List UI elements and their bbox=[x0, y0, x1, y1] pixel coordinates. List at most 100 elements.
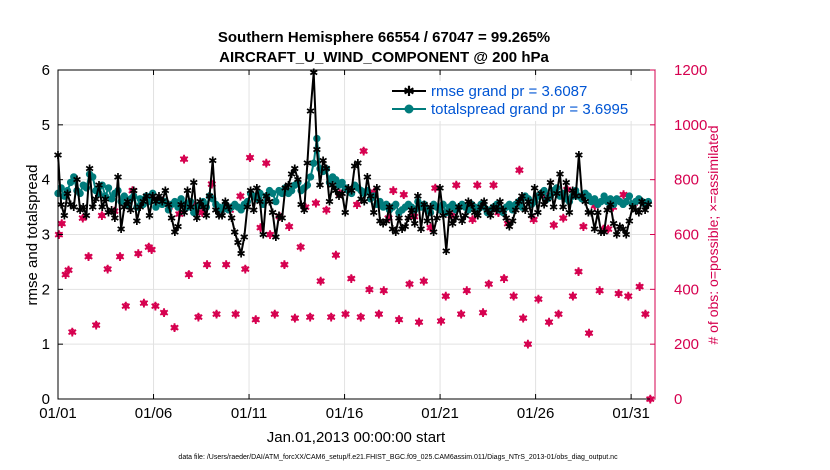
obs-possible-point bbox=[366, 286, 373, 293]
totalspread-point bbox=[392, 200, 400, 209]
rmse-point: ✱ bbox=[584, 208, 593, 220]
obs-assimilated-point: ✱ bbox=[595, 284, 605, 298]
obs-assimilated-point: ✱ bbox=[67, 325, 77, 339]
obs-possible-point bbox=[479, 309, 487, 316]
obs-possible-point bbox=[148, 246, 155, 253]
rmse-point: ✱ bbox=[309, 68, 318, 80]
obs-assimilated-point: ✱ bbox=[430, 181, 440, 195]
obs-assimilated-point: ✱ bbox=[197, 206, 207, 220]
obs-assimilated-point: ✱ bbox=[359, 144, 369, 158]
obs-possible-point bbox=[555, 310, 562, 318]
rmse-point: ✱ bbox=[457, 216, 466, 228]
obs-assimilated-point: ✱ bbox=[179, 153, 189, 167]
obs-possible-point bbox=[323, 206, 330, 213]
rmse-point: ✱ bbox=[265, 197, 274, 209]
obs-possible-point bbox=[85, 253, 92, 260]
obs-possible-point bbox=[266, 231, 274, 238]
obs-possible-point bbox=[520, 315, 527, 322]
rmse-point: ✱ bbox=[451, 213, 460, 225]
obs-possible-point bbox=[271, 310, 278, 318]
rmse-point: ✱ bbox=[158, 197, 167, 209]
obs-assimilated-point: ✱ bbox=[509, 290, 519, 304]
obs-possible-point bbox=[605, 225, 612, 233]
rmse-point: ✱ bbox=[129, 186, 138, 198]
rmse-point: ✱ bbox=[555, 169, 564, 181]
obs-assimilated-point: ✱ bbox=[61, 268, 71, 282]
obs-possible-point bbox=[281, 261, 288, 268]
x-axis-ticks: 01/01 01/06 01/11 01/16 01/21 01/26 01/31 bbox=[39, 70, 650, 422]
totalspread-point bbox=[70, 173, 78, 181]
y-right-tick-label: 1200 bbox=[674, 62, 707, 79]
rmse-point: ✱ bbox=[300, 205, 309, 217]
rmse-point: ✱ bbox=[126, 205, 135, 217]
rmse-point: ✱ bbox=[574, 150, 583, 162]
obs-assimilated-point: ✱ bbox=[279, 258, 289, 272]
obs-assimilated-point: ✱ bbox=[425, 221, 435, 235]
rmse-point: ✱ bbox=[363, 172, 372, 184]
rmse-point: ✱ bbox=[214, 210, 223, 222]
rmse-point: ✱ bbox=[366, 191, 375, 203]
totalspread-point bbox=[590, 195, 599, 203]
obs-assimilated-point: ✱ bbox=[305, 310, 315, 324]
obs-possible-point bbox=[575, 268, 582, 275]
rmse-point: ✱ bbox=[404, 213, 413, 225]
totalspread-point bbox=[625, 192, 634, 200]
chart-title: Southern Hemisphere 66554 / 67047 = 99.2… bbox=[218, 29, 550, 46]
obs-possible-point bbox=[415, 319, 423, 326]
obs-possible-point bbox=[625, 293, 632, 300]
obs-assimilated-point: ✱ bbox=[127, 184, 137, 198]
y-axis-left-label: rmse and totalspread bbox=[24, 165, 41, 306]
obs-possible-point bbox=[152, 302, 159, 309]
rmse-point: ✱ bbox=[287, 169, 296, 181]
rmse-point: ✱ bbox=[356, 194, 365, 206]
rmse-point: ✱ bbox=[641, 205, 650, 217]
rmse-point: ✱ bbox=[113, 172, 122, 184]
obs-possible-point bbox=[65, 267, 72, 274]
obs-possible-point bbox=[375, 310, 383, 318]
obs-possible-point bbox=[342, 310, 349, 318]
rmse-point: ✱ bbox=[615, 221, 624, 233]
obs-possible-point bbox=[510, 293, 517, 300]
rmse-point: ✱ bbox=[57, 199, 66, 211]
obs-possible-point bbox=[360, 147, 367, 154]
x-axis-label: Jan.01,2013 00:00:00 start bbox=[267, 429, 446, 446]
totalspread-point bbox=[177, 195, 185, 203]
obs-possible-point bbox=[291, 315, 298, 322]
obs-assimilated-point: ✱ bbox=[290, 312, 300, 326]
rmse-point: ✱ bbox=[183, 186, 192, 198]
rmse-point: ✱ bbox=[596, 227, 605, 239]
rmse-point: ✱ bbox=[246, 186, 255, 198]
obs-assimilated-point: ✱ bbox=[326, 310, 336, 324]
obs-assimilated-point: ✱ bbox=[640, 308, 650, 322]
rmse-point: ✱ bbox=[448, 219, 457, 231]
rmse-point: ✱ bbox=[192, 213, 201, 225]
rmse-point: ✱ bbox=[527, 210, 536, 222]
obs-possible-point bbox=[332, 251, 340, 259]
obs-assimilated-point: ✱ bbox=[533, 292, 543, 306]
obs-assimilated-point: ✱ bbox=[97, 209, 107, 223]
obs-assimilated-point: ✱ bbox=[568, 290, 578, 304]
rmse-point: ✱ bbox=[426, 202, 435, 214]
obs-assimilated-point: ✱ bbox=[144, 240, 154, 254]
obs-assimilated-point: ✱ bbox=[478, 306, 488, 320]
rmse-point: ✱ bbox=[549, 202, 558, 214]
rmse-point: ✱ bbox=[492, 205, 501, 217]
rmse-point: ✱ bbox=[432, 213, 441, 225]
totalspread-point bbox=[272, 197, 280, 206]
obs-possible-point bbox=[535, 295, 542, 303]
rmse-point: ✱ bbox=[240, 232, 249, 244]
rmse-point: ✱ bbox=[625, 216, 634, 228]
rmse-point: ✱ bbox=[540, 199, 549, 211]
rmse-point: ✱ bbox=[454, 202, 463, 214]
obs-possible-point bbox=[560, 214, 567, 222]
obs-assimilated-point: ✱ bbox=[193, 310, 203, 324]
rmse-point: ✱ bbox=[533, 208, 542, 220]
rmse-point: ✱ bbox=[552, 188, 561, 200]
obs-assimilated-point: ✱ bbox=[235, 190, 245, 204]
rmse-point: ✱ bbox=[334, 191, 343, 203]
obs-assimilated-point: ✱ bbox=[436, 314, 446, 328]
rmse-point: ✱ bbox=[94, 180, 103, 192]
obs-assimilated-point: ✱ bbox=[202, 258, 212, 272]
obs-assimilated-point: ✱ bbox=[255, 221, 265, 235]
obs-assimilated-point: ✱ bbox=[441, 290, 451, 304]
